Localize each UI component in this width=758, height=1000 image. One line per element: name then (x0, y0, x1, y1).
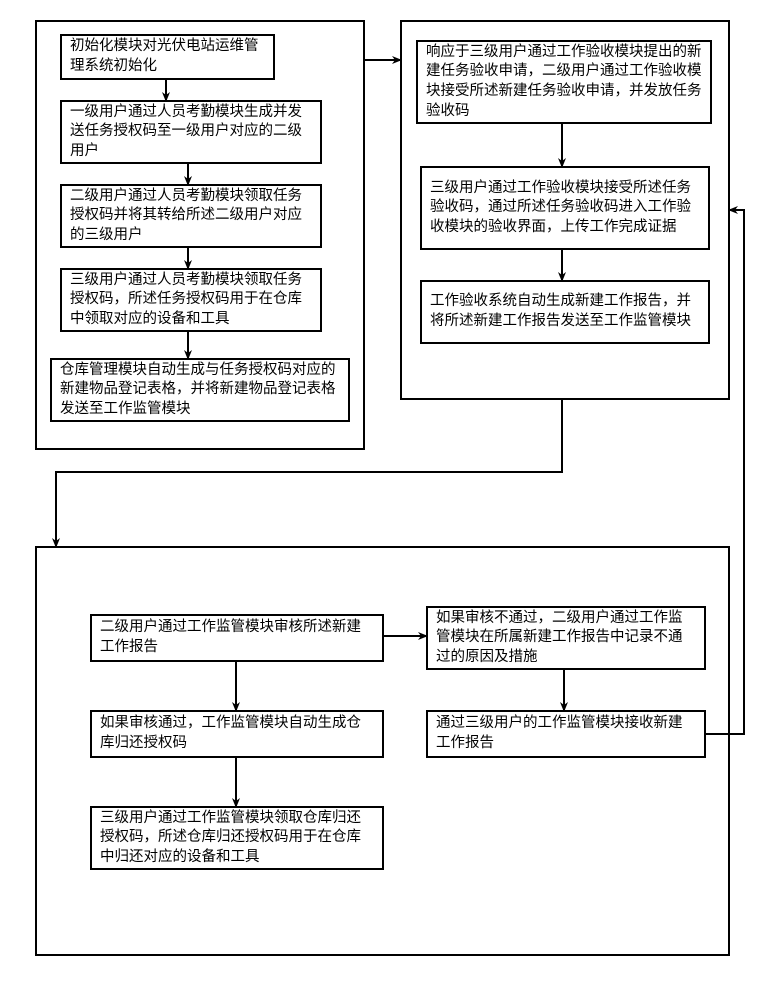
node-text: 如果审核不通过，二级用户通过工作监管模块在所属新建工作报告中记录不通过的原因及措… (436, 609, 696, 668)
node-return-code: 三级用户通过工作监管模块领取仓库归还授权码，所述仓库归还授权码用于在仓库中归还对… (90, 806, 384, 870)
node-receive-report: 通过三级用户的工作监管模块接收新建工作报告 (426, 710, 706, 758)
node-text: 一级用户通过人员考勤模块生成并发送任务授权码至一级用户对应的二级用户 (70, 103, 312, 162)
node-review: 二级用户通过工作监管模块审核所述新建工作报告 (90, 614, 384, 662)
node-text: 初始化模块对光伏电站运维管理系统初始化 (70, 37, 265, 76)
node-text: 如果审核通过，工作监管模块自动生成仓库归还授权码 (100, 714, 374, 753)
node-upload-evidence: 三级用户通过工作验收模块接受所述任务验收码，通过所述任务验收码进入工作验收模块的… (420, 166, 710, 250)
node-text: 工作验收系统自动生成新建工作报告，并将所述新建工作报告发送至工作监管模块 (430, 292, 700, 331)
node-init: 初始化模块对光伏电站运维管理系统初始化 (60, 34, 275, 80)
node-text: 三级用户通过工作监管模块领取仓库归还授权码，所述仓库归还授权码用于在仓库中归还对… (100, 809, 374, 868)
node-l2-receive: 二级用户通过人员考勤模块领取任务授权码并将其转给所述二级用户对应的三级用户 (60, 184, 322, 248)
node-text: 二级用户通过人员考勤模块领取任务授权码并将其转给所述二级用户对应的三级用户 (70, 187, 312, 246)
node-l3-receive: 三级用户通过人员考勤模块领取任务授权码，所述任务授权码用于在仓库中领取对应的设备… (60, 268, 322, 332)
node-text: 二级用户通过工作监管模块审核所述新建工作报告 (100, 618, 374, 657)
node-fail: 如果审核不通过，二级用户通过工作监管模块在所属新建工作报告中记录不通过的原因及措… (426, 606, 706, 670)
node-pass: 如果审核通过，工作监管模块自动生成仓库归还授权码 (90, 710, 384, 758)
node-warehouse: 仓库管理模块自动生成与任务授权码对应的新建物品登记表格，并将新建物品登记表格发送… (50, 358, 350, 422)
node-text: 三级用户通过人员考勤模块领取任务授权码，所述任务授权码用于在仓库中领取对应的设备… (70, 271, 312, 330)
node-text: 三级用户通过工作验收模块接受所述任务验收码，通过所述任务验收码进入工作验收模块的… (430, 179, 700, 238)
node-text: 通过三级用户的工作监管模块接收新建工作报告 (436, 714, 696, 753)
node-accept-request: 响应于三级用户通过工作验收模块提出的新建任务验收申请，二级用户通过工作验收模块接… (416, 40, 712, 124)
node-text: 响应于三级用户通过工作验收模块提出的新建任务验收申请，二级用户通过工作验收模块接… (426, 43, 702, 121)
node-text: 仓库管理模块自动生成与任务授权码对应的新建物品登记表格，并将新建物品登记表格发送… (60, 361, 340, 420)
node-l1-send: 一级用户通过人员考勤模块生成并发送任务授权码至一级用户对应的二级用户 (60, 100, 322, 164)
node-gen-report: 工作验收系统自动生成新建工作报告，并将所述新建工作报告发送至工作监管模块 (420, 280, 710, 344)
